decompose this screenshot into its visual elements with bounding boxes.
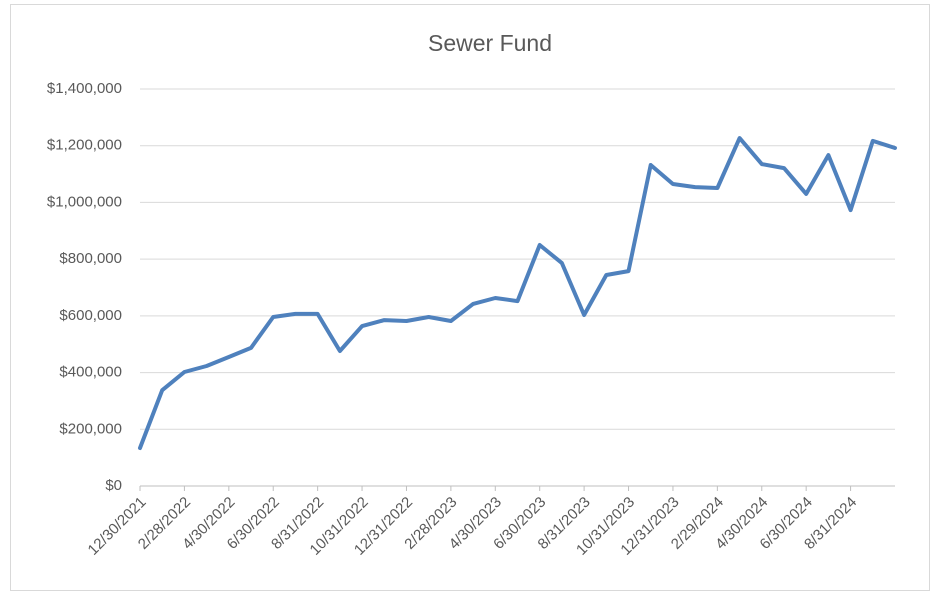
chart-title: Sewer Fund (428, 30, 552, 56)
y-tick-label: $1,400,000 (47, 80, 122, 97)
y-tick-label: $200,000 (59, 420, 122, 437)
y-tick-label: $0 (105, 477, 122, 494)
y-tick-label: $1,200,000 (47, 137, 122, 154)
chart-border (10, 4, 930, 591)
y-tick-label: $400,000 (59, 364, 122, 381)
y-tick-label: $1,000,000 (47, 193, 122, 210)
data-line (138, 136, 897, 450)
y-tick-label: $600,000 (59, 307, 122, 324)
y-tick-label: $800,000 (59, 250, 122, 267)
